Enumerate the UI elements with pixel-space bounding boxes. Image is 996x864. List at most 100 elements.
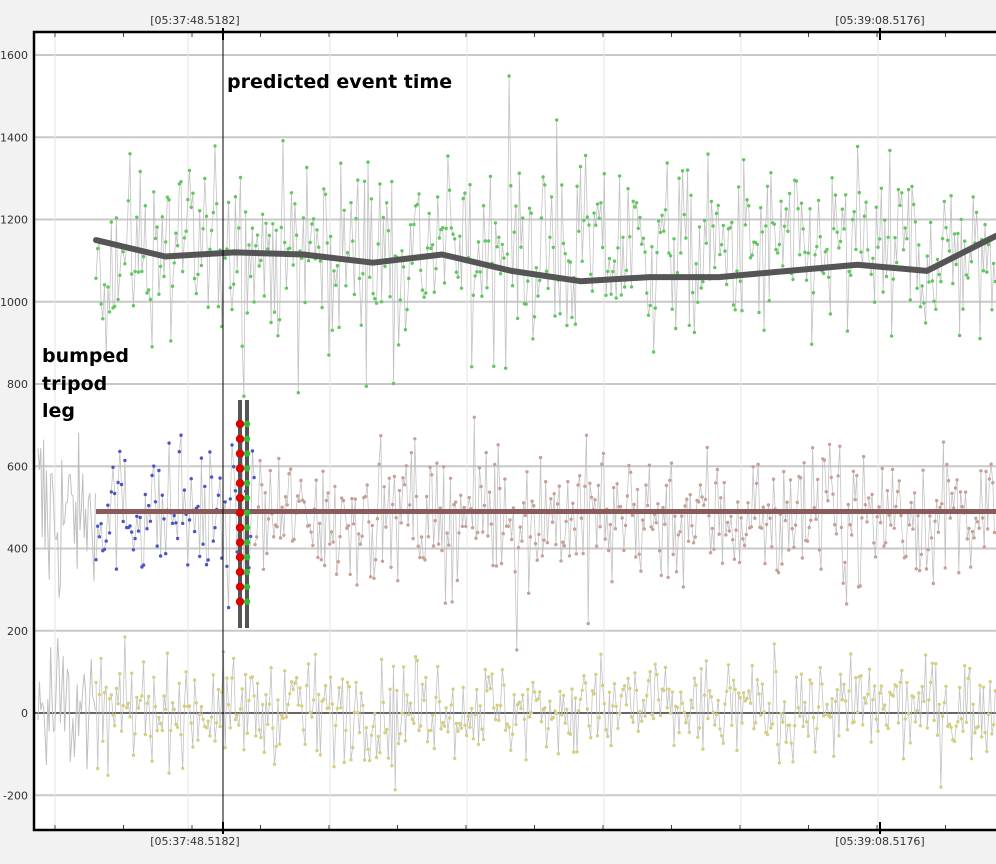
series-0-point [107, 310, 112, 314]
series-1-point [189, 477, 193, 481]
series-2-point [746, 501, 750, 505]
series-3-point [691, 706, 695, 710]
series-1-point [123, 458, 127, 463]
series-3-point [728, 686, 732, 690]
series-2-point [261, 567, 266, 571]
series-1-point [96, 524, 100, 528]
series-3-point [908, 741, 912, 745]
series-0-point [738, 279, 742, 283]
series-0-point [650, 245, 654, 249]
series-0-point [879, 186, 884, 190]
event-marker-red-dot [235, 538, 245, 547]
series-2-point [974, 516, 978, 520]
series-0-point [617, 174, 622, 178]
series-0-point [896, 187, 901, 192]
series-3-point [315, 748, 319, 753]
series-2-point [945, 462, 949, 467]
series-1-point [145, 527, 149, 531]
series-1-point [147, 503, 151, 508]
series-1-point [157, 468, 161, 473]
series-3-point [279, 713, 283, 717]
series-2-point [498, 486, 502, 491]
series-2-point [346, 524, 351, 528]
series-0-point [327, 353, 331, 357]
series-0-point [906, 187, 911, 192]
series-2-point [656, 502, 660, 506]
series-3-point [745, 696, 749, 701]
series-3-point [663, 665, 668, 670]
series-0-point [585, 215, 589, 219]
series-2-point [430, 473, 434, 477]
series-0-point [165, 195, 170, 199]
series-3-point [398, 732, 402, 736]
series-3-point [804, 720, 809, 724]
bumped-noise-trace [37, 432, 96, 598]
annotation-tripod: tripod [42, 373, 107, 395]
series-0-point [594, 223, 598, 227]
series-0-point [140, 269, 144, 274]
series-2-point [788, 478, 793, 482]
series-2-point [314, 478, 318, 482]
series-2-point [612, 485, 616, 490]
series-2-point [807, 525, 811, 530]
series-3-point [684, 721, 688, 725]
overlay-layer [32, 30, 996, 832]
series-3-point [464, 733, 469, 738]
series-1-point [153, 500, 158, 504]
series-0-point [130, 272, 134, 276]
series-0-point [216, 304, 221, 309]
series-0-point [600, 245, 605, 250]
series-3-point [708, 689, 712, 693]
series-0-point [806, 251, 810, 255]
series-0-point [934, 307, 938, 311]
series-0-point [629, 285, 634, 289]
series-0-point [536, 294, 540, 298]
series-2-point [950, 491, 954, 495]
series-0-point [835, 230, 839, 234]
series-2-point [380, 559, 385, 563]
series-2-point [984, 469, 988, 474]
series-3-point [947, 722, 952, 726]
series-2-point [987, 477, 992, 481]
series-3-point [896, 721, 901, 725]
series-0-point [662, 229, 666, 233]
series-3-point [794, 675, 799, 679]
series-2-point [533, 541, 538, 546]
series-1-point [116, 480, 120, 485]
series-0-point [422, 295, 426, 299]
event-marker-red-dot [235, 479, 245, 488]
series-2-point [550, 520, 555, 524]
series-0-point [203, 176, 207, 181]
series-0-point [527, 206, 532, 210]
series-0-point [400, 249, 404, 253]
series-3-point [600, 683, 605, 688]
series-0-point [701, 279, 705, 284]
series-3-point [595, 734, 600, 738]
series-3-point [211, 673, 215, 677]
series-2-point [783, 518, 788, 523]
series-2-point [697, 500, 701, 504]
series-2-point [289, 467, 293, 471]
series-3-point [934, 662, 938, 666]
series-0-point [342, 208, 346, 212]
series-0-point [143, 204, 147, 208]
series-0-point [189, 205, 193, 209]
series-1-point [107, 531, 112, 535]
series-0-point [742, 158, 746, 162]
series-2-point [431, 544, 436, 548]
series-0-point [759, 206, 763, 210]
series-2-point [287, 472, 291, 476]
series-0-point [949, 194, 953, 198]
series-2-point [668, 478, 672, 482]
series-3-point [153, 704, 158, 709]
series-0-point [378, 182, 382, 186]
series-3-point [420, 682, 425, 686]
series-3-point [648, 669, 652, 674]
series-0-point [371, 291, 375, 296]
series-3-point [944, 684, 948, 688]
series-2-point [907, 523, 912, 527]
series-1-point [164, 552, 168, 556]
series-2-point [377, 462, 381, 466]
series-0-point [947, 249, 952, 253]
series-2-point [370, 523, 374, 528]
